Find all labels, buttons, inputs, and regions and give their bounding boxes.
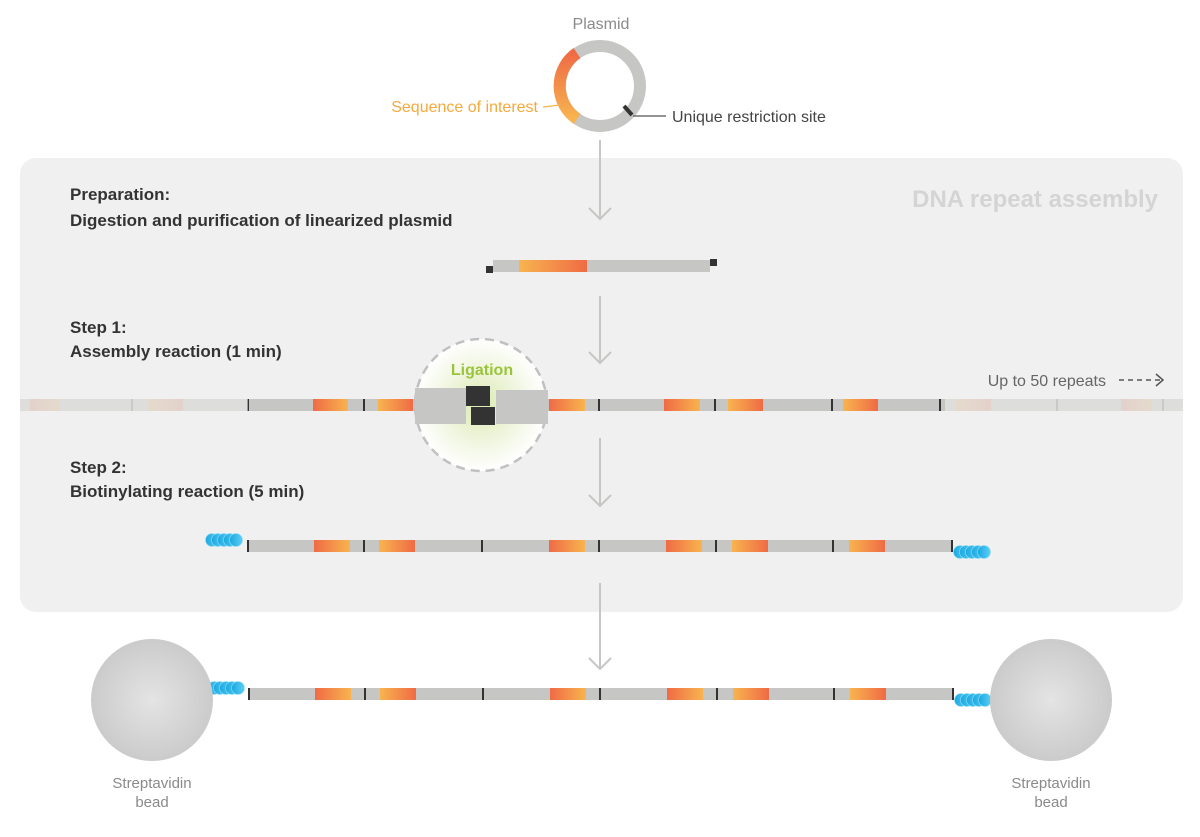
sticky-end	[486, 266, 493, 273]
restriction-junction	[832, 540, 834, 552]
restriction-junction	[481, 540, 483, 552]
sequence-of-interest-label: Sequence of interest	[391, 99, 538, 116]
dashed-arrow-right-icon	[1119, 373, 1165, 387]
bead-right-label-line1: Streptavidin	[1011, 775, 1090, 792]
arrow-down-icon	[588, 438, 612, 508]
bead-right-label-line2: bead	[1034, 794, 1067, 811]
restriction-junction	[598, 540, 600, 552]
step2-heading: Step 2:	[70, 458, 127, 477]
sequence-segment	[378, 399, 413, 411]
restriction-junction	[363, 540, 365, 552]
sequence-segment	[666, 540, 702, 552]
sequence-segment	[549, 540, 585, 552]
fade-overlay	[20, 399, 248, 411]
bead-left-label-line2: bead	[135, 794, 168, 811]
preparation-heading: Preparation:	[70, 185, 170, 204]
restriction-junction	[248, 688, 250, 700]
sticky-end-block	[466, 386, 490, 406]
restriction-junction	[951, 540, 953, 552]
restriction-junction	[716, 688, 718, 700]
sequence-segment	[850, 688, 886, 700]
sequence-segment	[733, 688, 769, 700]
preparation-description: Digestion and purification of linearized…	[70, 211, 453, 230]
bead-bound-strand	[207, 681, 992, 707]
bead-left-label-line1: Streptavidin	[112, 775, 191, 792]
sequence-segment	[843, 399, 878, 411]
restriction-junction	[598, 399, 600, 411]
restriction-junction	[952, 688, 954, 700]
sequence-segment	[728, 399, 763, 411]
restriction-junction	[831, 399, 833, 411]
restriction-junction	[714, 399, 716, 411]
assembly-panel	[20, 158, 1183, 612]
ligation-label: Ligation	[451, 362, 513, 379]
restriction-junction	[599, 688, 601, 700]
restriction-junction	[939, 399, 941, 411]
assembly-strand	[20, 399, 1183, 411]
sticky-end-block	[471, 407, 495, 425]
panel-title: DNA repeat assembly	[912, 186, 1159, 213]
sequence-of-interest-arc	[553, 48, 581, 124]
sequence-segment	[849, 540, 885, 552]
backbone	[20, 399, 1183, 411]
restriction-site-label: Unique restriction site	[672, 109, 826, 126]
biotin-tag-icon	[953, 545, 991, 559]
streptavidin-bead-left	[91, 639, 213, 761]
restriction-junction	[364, 688, 366, 700]
ligation-inset: Ligation	[413, 337, 549, 473]
restriction-junction	[247, 540, 249, 552]
arrow-down-icon	[588, 583, 612, 671]
flow-arrows	[588, 140, 612, 671]
biotin-tag-icon	[207, 681, 245, 695]
sequence-segment	[519, 260, 587, 272]
biotin-tag-icon	[954, 693, 992, 707]
sequence-segment	[664, 399, 700, 411]
sequence-segment	[667, 688, 703, 700]
biotin-tag-icon	[205, 533, 243, 547]
restriction-junction	[833, 688, 835, 700]
sequence-leader	[542, 104, 561, 108]
sequence-segment	[379, 540, 415, 552]
step1-heading: Step 1:	[70, 318, 127, 337]
step2-description: Biotinylating reaction (5 min)	[70, 482, 304, 501]
restriction-junction	[482, 688, 484, 700]
sequence-segment	[732, 540, 768, 552]
plasmid-title: Plasmid	[573, 16, 630, 33]
streptavidin-bead-right	[990, 639, 1112, 761]
restriction-junction	[715, 540, 717, 552]
arrow-down-icon	[588, 296, 612, 365]
sequence-segment	[314, 540, 350, 552]
biotinylated-strand	[205, 533, 991, 559]
sequence-segment	[380, 688, 416, 700]
step1-description: Assembly reaction (1 min)	[70, 342, 282, 361]
linearized-plasmid	[486, 259, 717, 273]
sequence-segment	[315, 688, 351, 700]
sequence-segment	[550, 688, 586, 700]
arrow-down-icon	[588, 140, 612, 221]
sequence-segment	[549, 399, 585, 411]
restriction-site-mark	[622, 104, 634, 117]
repeats-label: Up to 50 repeats	[988, 373, 1106, 390]
fade-overlay	[945, 399, 1183, 411]
restriction-junction	[363, 399, 365, 411]
sequence-segment	[313, 399, 348, 411]
sticky-end	[710, 259, 717, 266]
